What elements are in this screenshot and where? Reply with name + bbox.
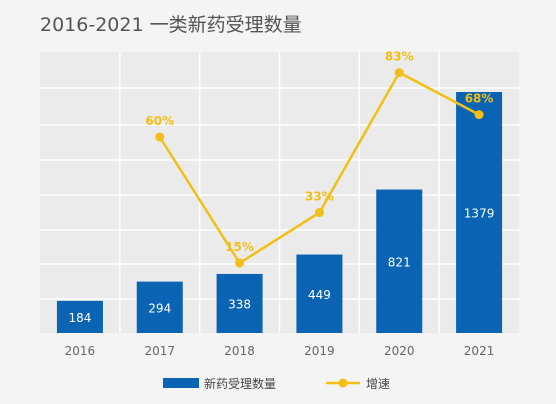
- growth-value-label: 33%: [305, 190, 334, 204]
- legend-swatch-bars: [163, 378, 199, 388]
- growth-value-label: 83%: [385, 50, 414, 64]
- bar: [136, 281, 183, 333]
- growth-point: [314, 208, 324, 218]
- chart-title: 2016-2021 一类新药受理数量: [40, 14, 302, 36]
- bar: [376, 189, 423, 333]
- growth-value-label: 60%: [145, 114, 174, 128]
- x-tick-label: 2016: [65, 344, 96, 358]
- growth-value-label: 15%: [225, 240, 254, 254]
- growth-point: [235, 258, 245, 268]
- bar-value-label: 294: [148, 301, 171, 315]
- bar: [56, 300, 103, 333]
- bar-value-label: 821: [388, 255, 411, 269]
- x-tick-label: 2020: [384, 344, 415, 358]
- legend-label-bars: 新药受理数量: [204, 376, 276, 391]
- growth-point: [474, 110, 484, 120]
- legend-swatch-point: [338, 378, 348, 388]
- legend-label-line: 增速: [366, 377, 390, 391]
- x-tick-label: 2021: [464, 344, 495, 358]
- bar: [296, 254, 343, 333]
- x-tick-label: 2018: [224, 344, 255, 358]
- x-tick-label: 2019: [304, 344, 335, 358]
- growth-point: [394, 68, 404, 78]
- bar-value-label: 449: [308, 288, 331, 302]
- bar: [216, 273, 263, 333]
- bar-value-label: 338: [228, 297, 251, 311]
- x-tick-label: 2017: [144, 344, 175, 358]
- bar-value-label: 1379: [464, 207, 495, 221]
- bar: [456, 92, 503, 333]
- bar-value-label: 184: [68, 311, 91, 325]
- growth-value-label: 68%: [465, 92, 494, 106]
- growth-point: [155, 132, 165, 142]
